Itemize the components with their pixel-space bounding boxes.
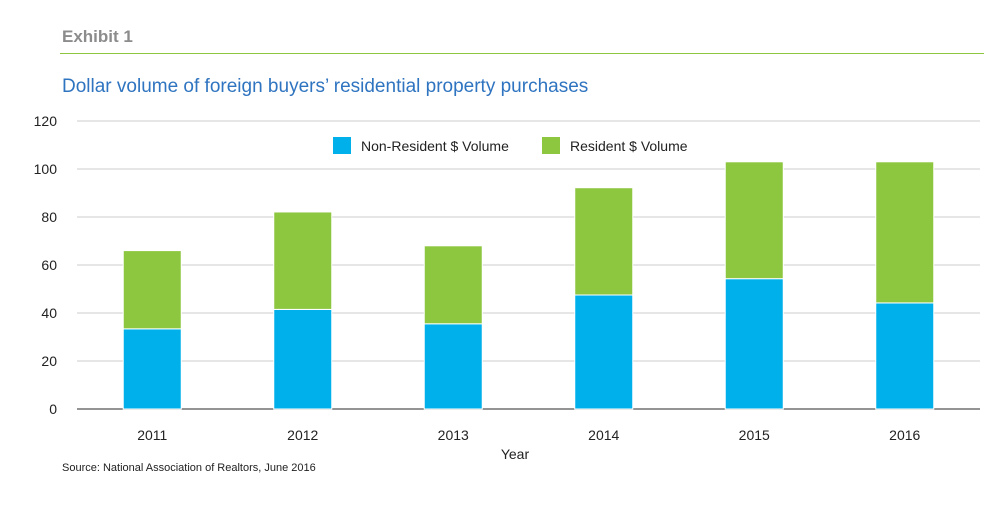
bar-resident [423, 245, 483, 325]
y-tick-label: 40 [41, 305, 57, 321]
bar-non-resident [724, 278, 784, 410]
legend-swatch [542, 137, 560, 154]
y-tick-label: 0 [49, 401, 57, 417]
legend-label: Resident $ Volume [570, 138, 688, 154]
source-note: Source: National Association of Realtors… [62, 462, 316, 474]
x-axis-label: Year [501, 446, 530, 462]
x-tick-label: 2015 [739, 427, 770, 443]
x-axis-ticks: 2011 2012 2013 2014 2015 2016 [137, 427, 920, 443]
bar-resident [273, 211, 333, 310]
y-tick-label: 80 [41, 209, 57, 225]
x-tick-label: 2012 [287, 427, 318, 443]
legend-label: Non-Resident $ Volume [361, 138, 509, 154]
bar-non-resident [122, 328, 182, 410]
legend-swatch [333, 137, 351, 154]
exhibit-label: Exhibit 1 [62, 27, 133, 46]
bar-non-resident [273, 308, 333, 410]
x-tick-label: 2016 [889, 427, 920, 443]
bar-non-resident [574, 294, 634, 410]
x-tick-label: 2013 [438, 427, 469, 443]
bars [122, 161, 935, 410]
bar-resident [574, 187, 634, 296]
gridlines [77, 120, 980, 410]
header-divider [60, 53, 984, 54]
bar-non-resident [423, 323, 483, 410]
chart-title: Dollar volume of foreign buyers’ residen… [62, 76, 589, 97]
x-tick-label: 2014 [588, 427, 619, 443]
bar-resident [122, 250, 182, 330]
y-tick-label: 20 [41, 353, 57, 369]
y-tick-label: 60 [41, 257, 57, 273]
y-tick-label: 100 [34, 161, 58, 177]
bar-resident [724, 161, 784, 280]
bar-non-resident [875, 302, 935, 410]
legend: Non-Resident $ Volume Resident $ Volume [333, 137, 688, 154]
y-tick-label: 120 [34, 113, 58, 129]
bar-resident [875, 161, 935, 304]
y-axis-ticks: 0 20 40 60 80 100 120 [34, 113, 58, 417]
x-tick-label: 2011 [137, 427, 167, 443]
